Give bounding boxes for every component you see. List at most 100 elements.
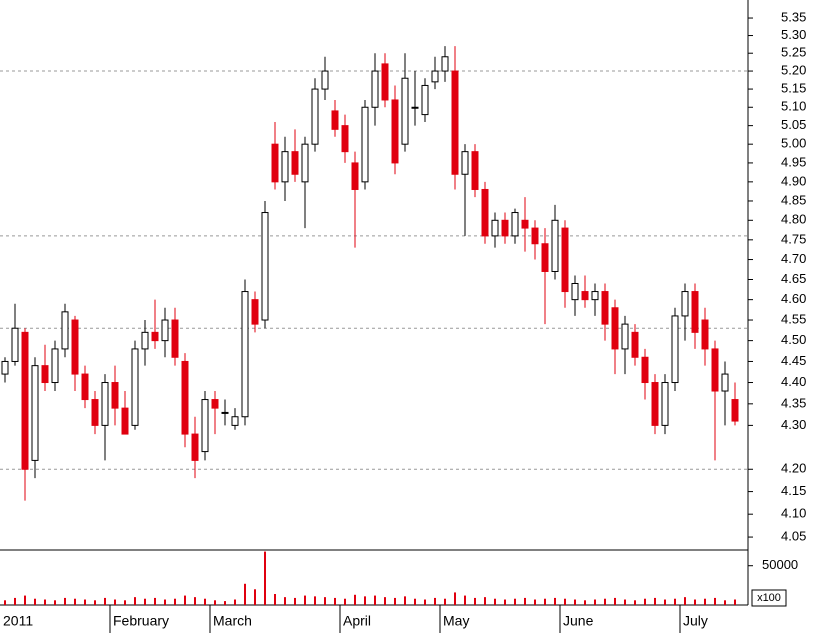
y-tick-label: 5.30 [781,27,806,42]
volume-bar [724,600,726,605]
y-tick-label: 4.35 [781,395,806,410]
y-tick-label: 5.35 [781,9,806,24]
candle-body [541,243,549,272]
y-tick-label: 4.30 [781,417,806,432]
volume-bar [214,600,216,605]
x-tick-label: June [563,613,594,629]
volume-bar [504,599,506,605]
candle-body [461,151,469,175]
candle-body [321,70,329,90]
volume-bar [404,596,406,605]
volume-bar [74,598,76,605]
volume-bar [314,596,316,605]
volume-bar [344,598,346,605]
y-tick-label: 4.05 [781,529,806,544]
candle-body [311,88,319,145]
candle-body [371,70,379,108]
candle-body [401,77,409,145]
candle-body [291,151,299,175]
y-tick-label: 4.10 [781,506,806,521]
candle-body [231,416,239,426]
candle-body [251,299,259,325]
volume-bar [84,599,86,605]
candle-body [301,143,309,183]
volume-bar [684,597,686,605]
volume-bar [564,598,566,605]
candle-body [701,319,709,350]
candle-body [281,151,289,183]
y-tick-label: 5.05 [781,117,806,132]
x-tick-label: May [443,613,469,629]
candle-body [421,84,429,116]
candle-body [341,125,349,153]
volume-bar [704,598,706,605]
volume-bar [294,597,296,605]
volume-bar [144,598,146,605]
candle-body [711,348,719,392]
candle-body [661,382,669,426]
volume-bar [124,600,126,605]
y-tick-label: 4.75 [781,231,806,246]
candle-body [691,291,699,333]
volume-bar [174,598,176,605]
y-tick-label: 5.25 [781,45,806,60]
volume-bar [714,597,716,605]
volume-bar [694,599,696,605]
x-tick-label: February [113,613,169,629]
volume-bar [494,598,496,605]
volume-bar [114,599,116,605]
candle-body [21,331,29,470]
volume-bar [454,592,456,605]
volume-bar [554,597,556,605]
y-tick-label: 4.80 [781,212,806,227]
volume-bar [524,597,526,605]
candle-body [591,291,599,301]
candle-body [211,399,219,409]
volume-bar [284,597,286,605]
volume-bar [394,597,396,605]
candle-body [271,143,279,183]
volume-bar [14,597,16,605]
volume-bar [474,597,476,605]
candle-body [721,373,729,392]
candle-body [191,433,199,461]
y-tick-label: 4.40 [781,374,806,389]
candle-body [201,399,209,453]
candle-body [41,365,49,384]
candle-body [481,188,489,237]
volume-bar [594,599,596,605]
candle-body [171,319,179,358]
volume-bar [464,595,466,605]
candle-body [331,110,339,130]
volume-bar [324,597,326,605]
candle-body [511,212,519,237]
volume-bar [354,594,356,605]
candle-body [681,291,689,317]
volume-bar [104,597,106,605]
y-tick-label: 4.55 [781,311,806,326]
candle-body [551,219,559,272]
candle-body [441,56,449,72]
x-tick-label: July [683,613,708,629]
volume-bar [604,598,606,605]
candle-body [181,360,189,435]
volume-bar [154,597,156,605]
volume-bar [54,600,56,605]
y-tick-label: 5.20 [781,62,806,77]
candle-body [561,227,569,293]
candle-body [221,411,229,414]
y-tick-label: 4.85 [781,192,806,207]
candle-body [101,382,109,426]
volume-bar [444,598,446,605]
x-tick-label: April [343,613,371,629]
y-tick-label: 4.95 [781,154,806,169]
volume-bar [664,599,666,605]
volume-unit-label: x100 [757,592,781,604]
y-tick-label: 5.15 [781,81,806,96]
volume-bar [194,597,196,605]
volume-bar [24,595,26,605]
volume-bar [224,601,226,605]
volume-tick-label: 50000 [762,557,798,572]
volume-bar [184,595,186,605]
